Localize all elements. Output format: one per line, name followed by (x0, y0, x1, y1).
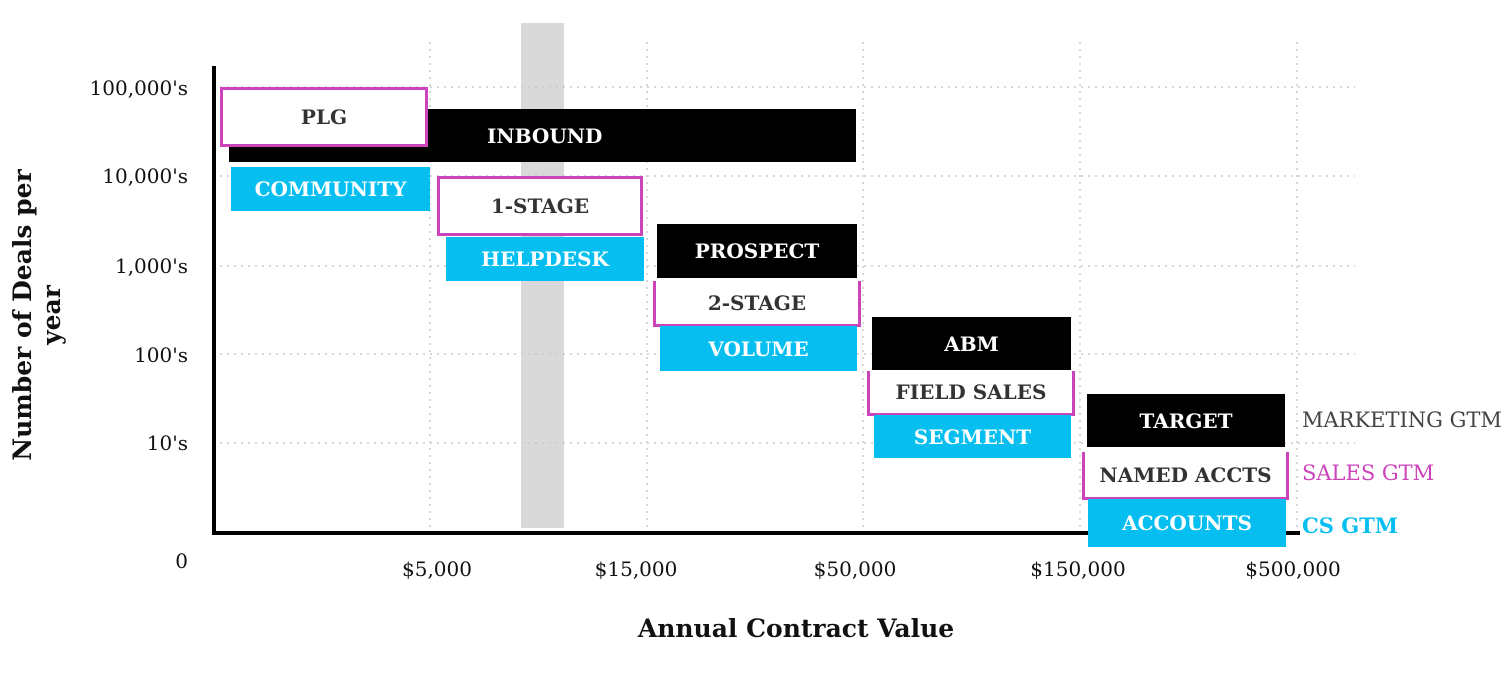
y-tick-label: 100's (134, 343, 188, 367)
x-tick-label: $15,000 (594, 557, 678, 581)
y-axis-title: Number of Deals per year (8, 169, 66, 461)
y-tick-label: 100,000's (89, 76, 188, 100)
sales-box-2-stage: 2-STAGE (653, 281, 861, 327)
x-tick-label: $5,000 (402, 557, 472, 581)
legend-marketing-gtm: MARKETING GTM (1302, 408, 1502, 432)
x-tick-label: $500,000 (1245, 557, 1341, 581)
sales-box-named-accts: NAMED ACCTS (1082, 452, 1289, 500)
x-axis-title: Annual Contract Value (637, 614, 955, 643)
marketing-box-abm: ABM (872, 317, 1071, 370)
legend-sales-gtm: SALES GTM (1302, 461, 1435, 485)
sales-box-field-sales: FIELD SALES (867, 371, 1075, 416)
x-tick-label: $50,000 (813, 557, 897, 581)
cs-box-accounts: ACCOUNTS (1088, 499, 1286, 547)
cs-box-segment: SEGMENT (874, 415, 1071, 458)
x-tick-label: $150,000 (1030, 557, 1126, 581)
marketing-box-prospect: PROSPECT (657, 224, 857, 278)
sales-box-plg: PLG (220, 87, 428, 147)
legend-cs-gtm: CS GTM (1302, 513, 1398, 538)
y-tick-label: 10,000's (102, 164, 188, 188)
cs-box-community: COMMUNITY (231, 167, 430, 211)
cs-box-helpdesk: HELPDESK (446, 237, 644, 281)
cs-box-volume: VOLUME (660, 326, 857, 371)
y-tick-label: 0 (175, 549, 188, 573)
sales-box-1-stage: 1-STAGE (437, 176, 643, 236)
marketing-box-target: TARGET (1087, 394, 1285, 447)
y-tick-label: 10's (146, 431, 188, 455)
y-tick-label: 1,000's (114, 254, 188, 278)
